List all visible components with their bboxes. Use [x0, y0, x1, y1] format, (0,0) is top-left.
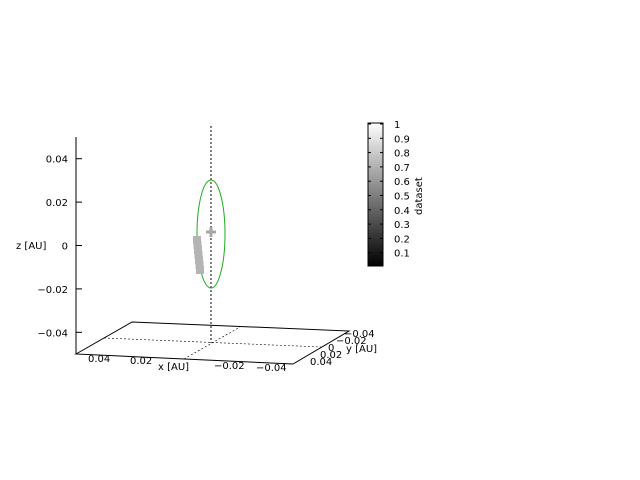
data-point: [195, 256, 203, 264]
x-tick-label: 0.04: [88, 354, 110, 365]
base-grid-mid-2: [183, 326, 241, 360]
colorbar-gradient: [367, 122, 384, 267]
z-tick-label: 0.02: [46, 198, 68, 209]
colorbar-tick-label: 0.6: [394, 177, 410, 188]
colorbar-tick-label: 0.7: [394, 163, 410, 174]
colorbar-tick-label: 0.8: [394, 149, 410, 160]
colorbar-tick-label: 0.4: [394, 206, 410, 217]
colorbar-tick-label: 0.5: [394, 192, 410, 203]
x-tick-label: −0.04: [256, 363, 287, 374]
orbit-layer: [196, 179, 226, 289]
y-tick-label: −0.02: [336, 336, 367, 347]
z-tick-label: −0.02: [37, 285, 68, 296]
y-tick-label: 0.02: [320, 350, 342, 361]
colorbar-tick-label: 0.9: [394, 134, 410, 145]
colorbar-tick-label: 0.2: [394, 234, 410, 245]
z-axis-label: z [AU]: [16, 241, 46, 252]
z-tick-label: −0.04: [37, 328, 68, 339]
x-axis-label: x [AU]: [158, 362, 189, 373]
colorbar-ticks: 1 0.9 0.8 0.7 0.6 0.5 0.4 0.3 0.2 0.1: [368, 120, 410, 260]
z-tick-label: 0.04: [46, 155, 68, 166]
z-tick-label: 0: [62, 242, 68, 253]
data-point: [196, 266, 204, 274]
data-point: [193, 241, 202, 249]
axes-box: [74, 126, 351, 365]
marker-layer: [193, 227, 216, 274]
y-axis-label: y [AU]: [346, 344, 377, 355]
base-plane: [74, 321, 351, 365]
data-point: [194, 246, 202, 254]
data-point: [193, 236, 201, 244]
orbit-ellipse: [196, 179, 226, 289]
colorbar-tick-label: 0.1: [394, 249, 410, 260]
z-ticks: 0.04 0.02 0 −0.02 −0.04: [37, 155, 82, 339]
colorbar-tick-label: 1: [394, 120, 400, 131]
x-tick-label: 0.02: [130, 356, 152, 367]
colorbar-tick-label: 0.3: [394, 220, 410, 231]
y-tick-label: −0.04: [344, 329, 375, 340]
y-tick-label: 0: [328, 343, 334, 354]
data-point: [195, 261, 204, 269]
colorbar-label: dataset: [414, 177, 425, 215]
x-ticks: 0.04 0.02 −0.02 −0.04: [88, 354, 287, 374]
y-tick-label: 0.04: [310, 357, 332, 368]
colorbar: 1 0.9 0.8 0.7 0.6 0.5 0.4 0.3 0.2 0.1 dataset: [367, 120, 425, 267]
x-tick-label: −0.02: [214, 361, 245, 372]
data-point: [194, 251, 203, 259]
